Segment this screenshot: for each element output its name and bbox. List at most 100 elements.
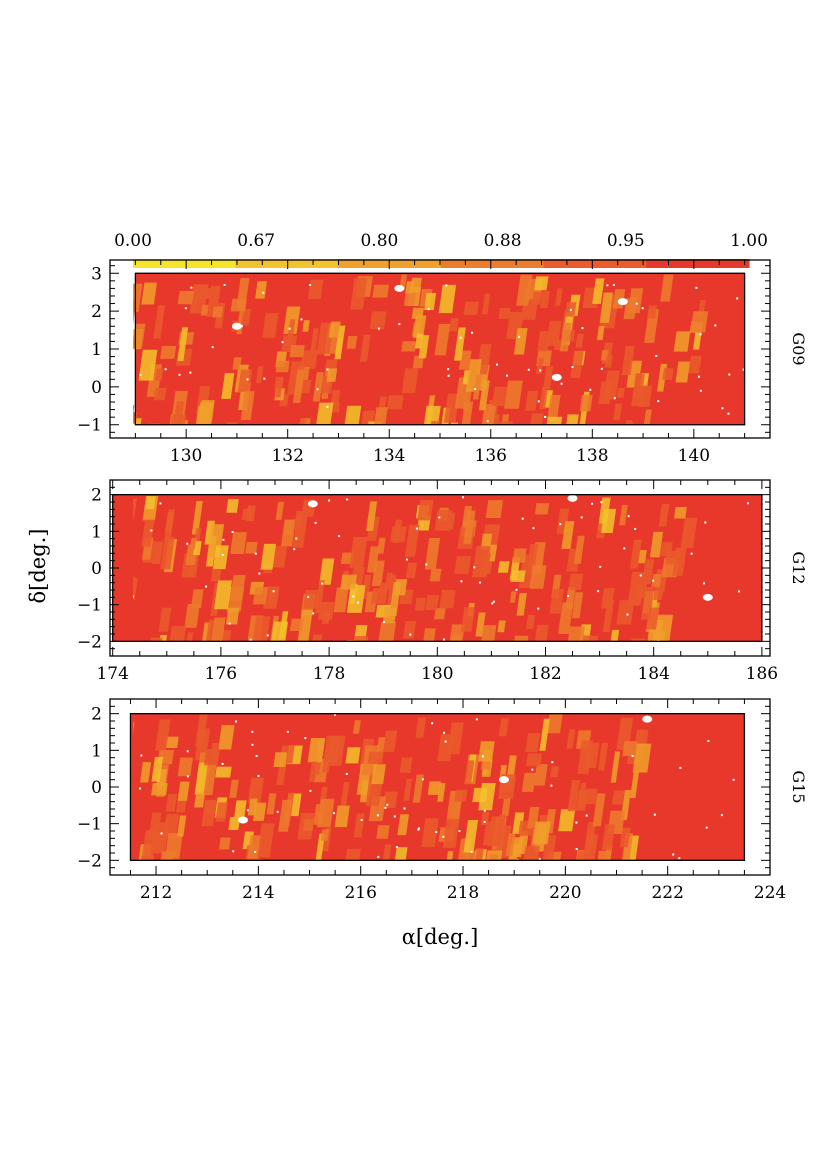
tile xyxy=(610,751,621,783)
tile xyxy=(155,719,171,751)
masked-pixel xyxy=(690,552,693,555)
masked-pixel xyxy=(405,558,408,561)
masked-pixel xyxy=(435,830,438,833)
tile xyxy=(230,298,247,312)
colorbar-tick-label: 0.67 xyxy=(237,231,275,251)
x-tick-label: 220 xyxy=(549,883,581,903)
tile xyxy=(253,587,268,605)
tile xyxy=(526,615,536,629)
y-tick-label: −1 xyxy=(77,596,102,616)
tile xyxy=(83,499,91,512)
masked-region xyxy=(642,715,653,723)
tile xyxy=(577,782,587,808)
masked-pixel xyxy=(699,333,702,336)
masked-pixel xyxy=(613,397,616,400)
tile xyxy=(58,519,69,538)
tile xyxy=(539,718,550,751)
tile xyxy=(268,589,280,604)
tile xyxy=(119,401,128,431)
tile xyxy=(498,718,509,737)
tile xyxy=(308,761,318,782)
tile xyxy=(480,812,490,826)
tile xyxy=(463,301,479,316)
tile xyxy=(434,608,446,620)
tile xyxy=(414,333,424,349)
masked-pixel xyxy=(150,529,153,532)
tile xyxy=(547,395,561,421)
tile xyxy=(543,366,554,390)
masked-pixel xyxy=(159,502,162,505)
masked-pixel xyxy=(164,368,167,371)
masked-region xyxy=(617,298,628,306)
tile xyxy=(148,637,163,642)
tile xyxy=(382,607,397,624)
tile xyxy=(510,570,526,582)
tile xyxy=(151,756,164,782)
masked-pixel xyxy=(631,755,634,758)
tile xyxy=(247,798,258,816)
y-tick-label: 1 xyxy=(91,340,102,360)
masked-pixel xyxy=(634,527,637,530)
tile xyxy=(59,837,73,861)
tile xyxy=(601,824,616,850)
tile xyxy=(453,327,466,361)
tile xyxy=(505,833,516,857)
masked-pixel xyxy=(721,407,724,410)
tile xyxy=(412,315,427,338)
tile xyxy=(194,762,208,795)
tile xyxy=(350,277,368,310)
tile xyxy=(492,386,508,407)
data-region-outline xyxy=(129,713,746,861)
masked-pixel xyxy=(328,499,331,502)
tile xyxy=(160,536,175,570)
tile xyxy=(660,542,673,557)
tile xyxy=(471,848,484,861)
tile xyxy=(573,535,585,564)
tile xyxy=(123,760,131,772)
masked-pixel xyxy=(393,815,396,818)
x-axis-title: α[deg.] xyxy=(402,925,479,949)
tile xyxy=(141,519,155,547)
tile xyxy=(133,405,135,424)
tile xyxy=(133,418,142,424)
tile xyxy=(334,805,350,828)
tile xyxy=(425,594,440,611)
masked-pixel xyxy=(492,600,495,603)
tile xyxy=(563,414,579,424)
masked-pixel xyxy=(443,731,446,734)
tile xyxy=(21,768,29,782)
tile xyxy=(392,847,408,861)
x-tick-label: 182 xyxy=(529,664,561,684)
colorbar-segment xyxy=(646,259,750,268)
tile xyxy=(675,361,691,383)
masked-pixel xyxy=(309,283,312,286)
colorbar-segment xyxy=(133,259,237,268)
tile xyxy=(345,747,361,764)
tile xyxy=(73,775,87,803)
tile xyxy=(346,336,358,349)
masked-pixel xyxy=(205,585,208,588)
masked-pixel xyxy=(356,601,359,604)
masked-pixel xyxy=(403,807,406,810)
masked-pixel xyxy=(249,638,252,641)
masked-pixel xyxy=(527,368,530,371)
masked-pixel xyxy=(478,581,481,584)
masked-region xyxy=(498,776,509,784)
tile xyxy=(463,820,479,853)
y-tick-label: 0 xyxy=(91,778,102,798)
tile xyxy=(184,632,194,642)
masked-pixel xyxy=(235,720,238,723)
masked-pixel xyxy=(352,595,355,598)
tile xyxy=(603,370,620,400)
masked-pixel xyxy=(747,502,749,505)
tile xyxy=(690,311,709,333)
tile xyxy=(571,592,584,619)
masked-pixel xyxy=(491,602,494,605)
colorbar-segment xyxy=(441,259,545,268)
masked-pixel xyxy=(483,809,486,812)
tile xyxy=(442,818,460,848)
masked-pixel xyxy=(346,498,349,501)
masked-pixel xyxy=(532,527,535,530)
masked-pixel xyxy=(382,621,385,624)
tile xyxy=(372,407,388,424)
